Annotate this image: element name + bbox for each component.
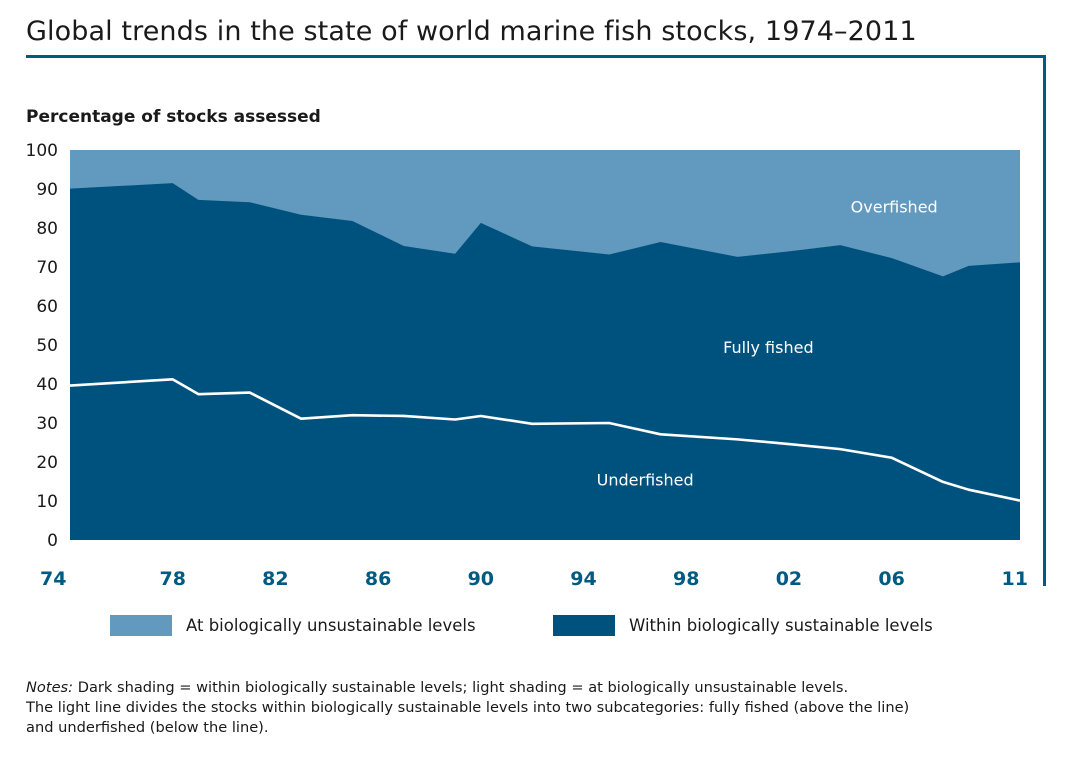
- notes-lead: Notes:: [26, 679, 74, 696]
- legend-label-sustainable: Within biologically sustainable levels: [629, 615, 933, 635]
- x-tick-label: 86: [365, 568, 391, 590]
- x-tick-label: 74: [40, 568, 66, 590]
- x-tick-label: 11: [1002, 568, 1028, 590]
- annotation-overfished: Overfished: [851, 197, 938, 216]
- notes-line-1: Dark shading = within biologically susta…: [73, 679, 849, 696]
- x-tick-label: 78: [159, 568, 185, 590]
- legend-label-unsustainable: At biologically unsustainable levels: [186, 615, 476, 635]
- notes: Notes: Dark shading = within biologicall…: [26, 678, 1036, 738]
- y-tick-label: 10: [36, 492, 58, 512]
- x-tick-label: 06: [878, 568, 904, 590]
- y-tick-label: 90: [36, 180, 58, 200]
- right-rule: [1043, 55, 1046, 586]
- notes-line-3: and underfished (below the line).: [26, 719, 269, 736]
- x-tick-label: 98: [673, 568, 699, 590]
- x-tick-label: 94: [570, 568, 596, 590]
- legend-swatch-sustainable: [553, 614, 615, 636]
- y-axis-label: Percentage of stocks assessed: [26, 107, 321, 127]
- area-chart: Percentage of stocks assessed 0 10 20 30 40 5…: [26, 107, 1028, 590]
- notes-line-2: The light line divides the stocks within…: [26, 699, 910, 716]
- y-tick-label: 30: [36, 414, 58, 434]
- legend-item-sustainable: Within biologically sustainable levels: [553, 614, 933, 636]
- legend-item-unsustainable: At biologically unsustainable levels: [110, 614, 476, 636]
- y-tick-label: 0: [47, 531, 58, 551]
- y-tick-label: 70: [36, 258, 58, 278]
- title-rule: [26, 55, 1046, 58]
- annotation-fully-fished: Fully fished: [723, 338, 813, 357]
- y-tick-label: 20: [36, 453, 58, 473]
- y-tick-label: 40: [36, 375, 58, 395]
- plot-area: 0 10 20 30 40 50 60 70 80 90 100 74 78 82 86 90 94 98 02 06…: [26, 141, 1028, 590]
- underfished-line: [69, 378, 1021, 502]
- y-tick-label: 50: [36, 336, 58, 356]
- legend-swatch-unsustainable: [110, 614, 172, 636]
- annotation-underfished: Underfished: [597, 470, 694, 489]
- x-tick-label: 02: [776, 568, 802, 590]
- sustainable-area: [70, 183, 1020, 540]
- x-tick-label: 82: [262, 568, 288, 590]
- chart-title: Global trends in the state of world mari…: [26, 16, 917, 47]
- y-tick-label: 80: [36, 219, 58, 239]
- x-tick-label: 90: [468, 568, 494, 590]
- y-tick-label: 100: [26, 141, 58, 161]
- y-tick-label: 60: [36, 297, 58, 317]
